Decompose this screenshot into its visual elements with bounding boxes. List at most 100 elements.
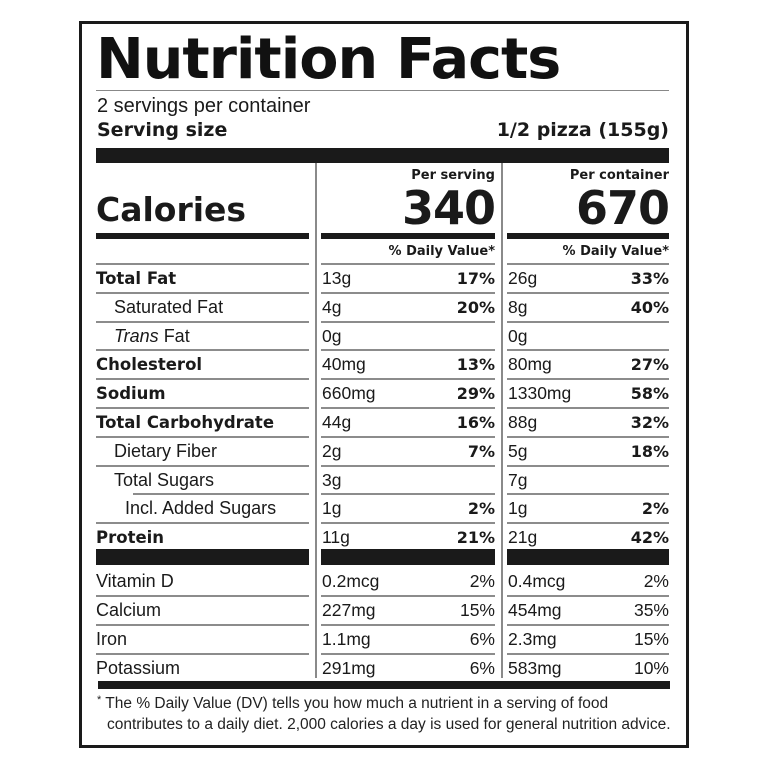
serving-amount: 2g [322, 441, 342, 461]
serving-size-value: 1/2 pizza (155g) [496, 119, 669, 141]
row-divider [321, 407, 495, 409]
container-amount: 88g [508, 412, 538, 432]
serving-daily-value: 6% [469, 629, 495, 649]
container-amount: 2.3mg [508, 629, 557, 649]
nutrient-row: Sodium 660mg 29% 1330mg 58% [0, 379, 768, 408]
container-amount: 8g [508, 297, 528, 317]
footnote-marker: * [97, 694, 102, 706]
serving-daily-value: 20% [456, 298, 495, 317]
container-daily-value: 2% [643, 571, 669, 591]
container-daily-value [507, 466, 669, 495]
thick-divider-label [96, 549, 309, 565]
row-divider [321, 595, 495, 597]
row-divider [507, 653, 669, 655]
nutrient-row: Incl. Added Sugars 1g 2% 1g 2% [0, 494, 768, 523]
thick-divider-bottom [98, 681, 670, 689]
footnote-line-2: contributes to a daily diet. 2,000 calor… [107, 716, 671, 733]
row-divider [96, 321, 309, 323]
container-daily-value: 42% [630, 528, 669, 547]
serving-amount: 0.2mcg [322, 571, 380, 591]
container-amount: 454mg [508, 600, 562, 620]
row-divider [96, 263, 309, 265]
column-divider-2 [501, 163, 503, 678]
serving-daily-value: 16% [456, 413, 495, 432]
container-daily-value [507, 322, 669, 351]
serving-size-label: Serving size [97, 119, 228, 141]
container-daily-value: 27% [630, 355, 669, 374]
container-amount: 5g [508, 441, 528, 461]
row-divider [96, 465, 309, 467]
nutrient-label: Calcium [96, 600, 162, 620]
nutrient-label: Total Fat [96, 269, 177, 288]
nutrient-label: Cholesterol [96, 355, 203, 374]
calories-per-container: 670 [575, 181, 670, 235]
calories-label: Calories [96, 190, 247, 229]
row-divider [321, 321, 495, 323]
container-amount: 26g [508, 268, 538, 288]
row-divider [96, 436, 309, 438]
nutrient-label: Incl. Added Sugars [125, 498, 277, 518]
row-divider [507, 349, 669, 351]
serving-amount: 4g [322, 297, 342, 317]
container-daily-value: 18% [630, 442, 669, 461]
row-divider [507, 465, 669, 467]
row-divider [507, 595, 669, 597]
serving-daily-value: 29% [456, 384, 495, 403]
nutrient-label-italic: Trans [114, 326, 159, 346]
serving-amount: 227mg [322, 600, 376, 620]
serving-daily-value: 7% [467, 442, 495, 461]
row-divider [321, 493, 495, 495]
dv-header-serving: % Daily Value* [388, 244, 495, 259]
row-divider [96, 407, 309, 409]
row-divider [321, 653, 495, 655]
row-divider [507, 493, 669, 495]
row-divider [321, 378, 495, 380]
nutrient-label-text: Fat [158, 326, 190, 346]
per-container-header: Per container [569, 168, 669, 183]
container-amount: 0g [508, 326, 528, 346]
row-divider [321, 349, 495, 351]
row-divider [96, 349, 309, 351]
calories-bar-label [96, 233, 309, 239]
nutrient-row: Trans Fat 0g 0g [0, 322, 768, 351]
footnote: * The % Daily Value (DV) tells you how m… [97, 693, 677, 735]
container-daily-value: 33% [630, 269, 669, 288]
label-title: Nutrition Facts [96, 27, 561, 92]
serving-size-row: Serving size 1/2 pizza (155g) [97, 119, 669, 141]
nutrient-row: Saturated Fat 4g 20% 8g 40% [0, 293, 768, 322]
thick-divider-serving [321, 549, 495, 565]
serving-daily-value: 17% [456, 269, 495, 288]
serving-daily-value [321, 466, 495, 495]
row-divider [507, 263, 669, 265]
nutrient-row: Total Sugars 3g 7g [0, 466, 768, 495]
serving-amount: 3g [322, 470, 342, 490]
nutrient-label: Total Carbohydrate [96, 413, 275, 432]
nutrient-row: Protein 11g 21% 21g 42% [0, 523, 768, 552]
serving-amount: 11g [322, 527, 350, 547]
serving-daily-value: 2% [469, 571, 495, 591]
vitamin-row: Vitamin D 0.2mcg 2% 0.4mcg 2% [0, 567, 768, 596]
container-amount: 21g [508, 527, 538, 547]
serving-daily-value: 21% [456, 528, 495, 547]
nutrient-row: Total Carbohydrate 44g 16% 88g 32% [0, 408, 768, 437]
nutrient-label: Dietary Fiber [114, 441, 218, 461]
calories-bar-container [507, 233, 669, 239]
container-daily-value: 32% [630, 413, 669, 432]
dv-header-container: % Daily Value* [562, 244, 669, 259]
row-divider [507, 321, 669, 323]
serving-daily-value [321, 322, 495, 351]
vitamin-row: Potassium 291mg 6% 583mg 10% [0, 654, 768, 683]
row-divider [96, 522, 309, 524]
footnote-line-1: The % Daily Value (DV) tells you how muc… [101, 695, 609, 712]
row-divider [321, 624, 495, 626]
nutrition-label-frame [79, 21, 689, 748]
container-daily-value: 40% [630, 298, 669, 317]
vitamin-row: Iron 1.1mg 6% 2.3mg 15% [0, 625, 768, 654]
nutrient-label: Protein [96, 528, 165, 547]
calories-per-serving: 340 [401, 181, 496, 235]
serving-amount: 40mg [322, 354, 366, 374]
container-amount: 0.4mcg [508, 571, 566, 591]
row-divider [507, 407, 669, 409]
nutrient-row: Total Fat 13g 17% 26g 33% [0, 264, 768, 293]
serving-daily-value: 6% [469, 658, 495, 678]
